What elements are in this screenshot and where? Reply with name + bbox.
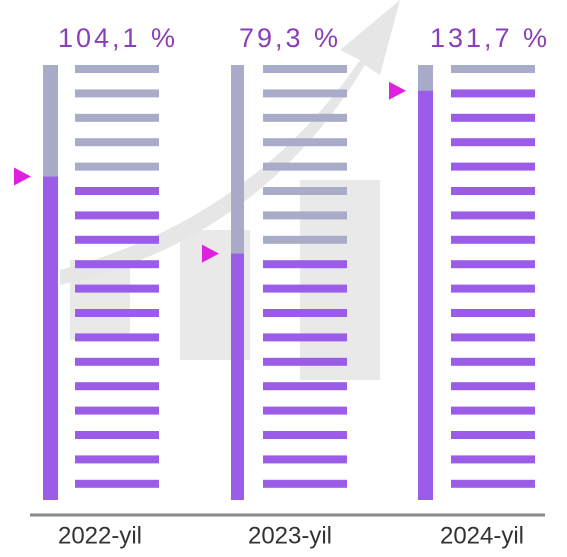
stripe xyxy=(75,406,159,415)
stripe xyxy=(451,138,535,147)
stripe xyxy=(451,89,535,98)
stripe xyxy=(75,138,159,147)
stripe xyxy=(263,187,347,195)
stripe xyxy=(451,113,535,122)
gauge-fill xyxy=(43,176,58,500)
stripe xyxy=(75,284,159,293)
stripe xyxy=(75,211,159,220)
value-label: 79,3 % xyxy=(239,23,341,53)
stripe xyxy=(75,235,159,244)
stripe xyxy=(451,65,535,73)
stripe xyxy=(75,479,159,488)
stripe xyxy=(263,455,347,464)
x-tick-label: 2022-yil xyxy=(58,522,142,549)
stripe xyxy=(451,187,535,195)
stripe xyxy=(263,382,347,391)
stripe xyxy=(451,333,535,342)
stripe xyxy=(451,309,535,317)
stripe xyxy=(451,455,535,464)
stripe xyxy=(263,113,347,122)
level-marker xyxy=(389,81,406,100)
stripe xyxy=(263,357,347,366)
stripe xyxy=(451,260,535,269)
stripe xyxy=(75,357,159,366)
stripe xyxy=(75,187,159,195)
stripe xyxy=(263,309,347,317)
stripe xyxy=(75,113,159,122)
level-marker xyxy=(14,167,31,186)
stripe xyxy=(451,162,535,171)
stripe xyxy=(451,382,535,391)
x-tick-label: 2023-yil xyxy=(248,522,332,549)
value-label: 131,7 % xyxy=(430,23,550,53)
stripe xyxy=(263,431,347,439)
x-tick-label: 2024-yil xyxy=(440,522,524,549)
stripe xyxy=(451,235,535,244)
stripe xyxy=(75,382,159,391)
stripe xyxy=(263,211,347,220)
stripe xyxy=(75,455,159,464)
stripe xyxy=(451,357,535,366)
stripe xyxy=(263,479,347,488)
stripe xyxy=(263,406,347,415)
stripe xyxy=(263,333,347,342)
gauge-fill xyxy=(418,90,433,501)
level-marker xyxy=(202,244,219,263)
stripe xyxy=(263,284,347,293)
stripe xyxy=(451,479,535,488)
stripe xyxy=(451,431,535,439)
value-label: 104,1 % xyxy=(58,23,178,53)
stripe xyxy=(263,162,347,171)
stripe xyxy=(451,406,535,415)
stripe xyxy=(75,162,159,171)
stripe xyxy=(75,260,159,269)
stripe xyxy=(75,309,159,317)
stripe xyxy=(263,65,347,73)
stripe xyxy=(75,65,159,73)
stripe xyxy=(451,211,535,220)
stripe xyxy=(263,235,347,244)
stripe xyxy=(263,138,347,147)
stripe xyxy=(75,431,159,439)
gauge-fill xyxy=(231,253,244,500)
stripe xyxy=(263,260,347,269)
stripe xyxy=(75,89,159,98)
stripe xyxy=(263,89,347,98)
stripe xyxy=(75,333,159,342)
stripe xyxy=(451,284,535,293)
